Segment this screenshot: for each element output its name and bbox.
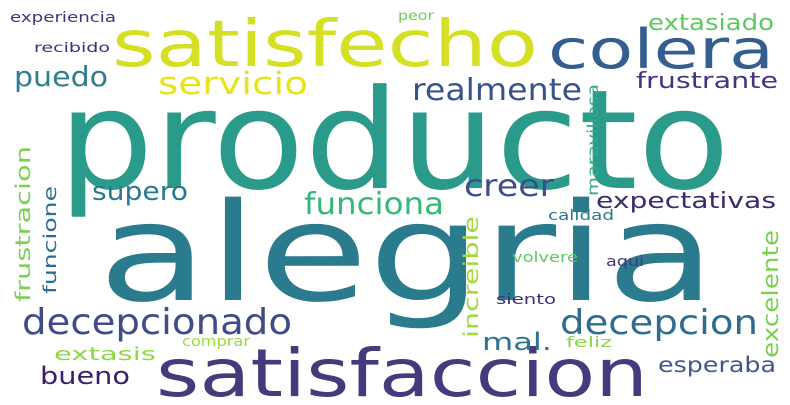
word-frustracion: frustracion	[11, 146, 35, 302]
word-expectativas: expectativas	[596, 189, 776, 214]
word-extasiado: extasiado	[648, 11, 774, 36]
word-esperaba: esperaba	[658, 353, 776, 377]
word-excelente: excelente	[759, 230, 784, 358]
word-funcione: funcione	[40, 186, 61, 294]
word-servicio: servicio	[158, 66, 308, 102]
word-extasis: extasis	[54, 344, 156, 365]
word-realmente: realmente	[412, 73, 582, 108]
word-creer: creer	[464, 169, 555, 204]
word-decepcionado: decepcionado	[22, 302, 292, 343]
word-frustrante: frustrante	[636, 69, 778, 94]
word-comprar: comprar	[182, 334, 250, 350]
word-bueno: bueno	[40, 362, 130, 390]
word-supero: supero	[92, 177, 188, 207]
word-funciona: funciona	[304, 187, 444, 222]
word-recibido: recibido	[34, 41, 110, 56]
word-satisfecho: satisfecho	[112, 8, 538, 82]
word-colera: colera	[548, 18, 774, 81]
word-increible: increible	[459, 216, 483, 338]
word-experiencia: experiencia	[10, 10, 116, 26]
word-producto: producto	[58, 60, 730, 221]
word-decepcion: decepcion	[560, 303, 758, 343]
word-siento: siento	[496, 292, 556, 308]
word-mal: mal.	[482, 328, 552, 356]
word-feliz: feliz	[566, 335, 612, 351]
word-calidad: calidad	[548, 208, 614, 224]
word-maravillosa: maravillosa	[584, 84, 602, 196]
word-satisfaccion: satisfaccion	[156, 335, 648, 405]
word-alegria: alegria	[98, 175, 716, 333]
word-aqui: aqui	[606, 254, 644, 270]
word-peor: peor	[398, 9, 435, 24]
word-puedo: puedo	[14, 60, 108, 93]
word-volvere: volvere	[512, 250, 578, 266]
